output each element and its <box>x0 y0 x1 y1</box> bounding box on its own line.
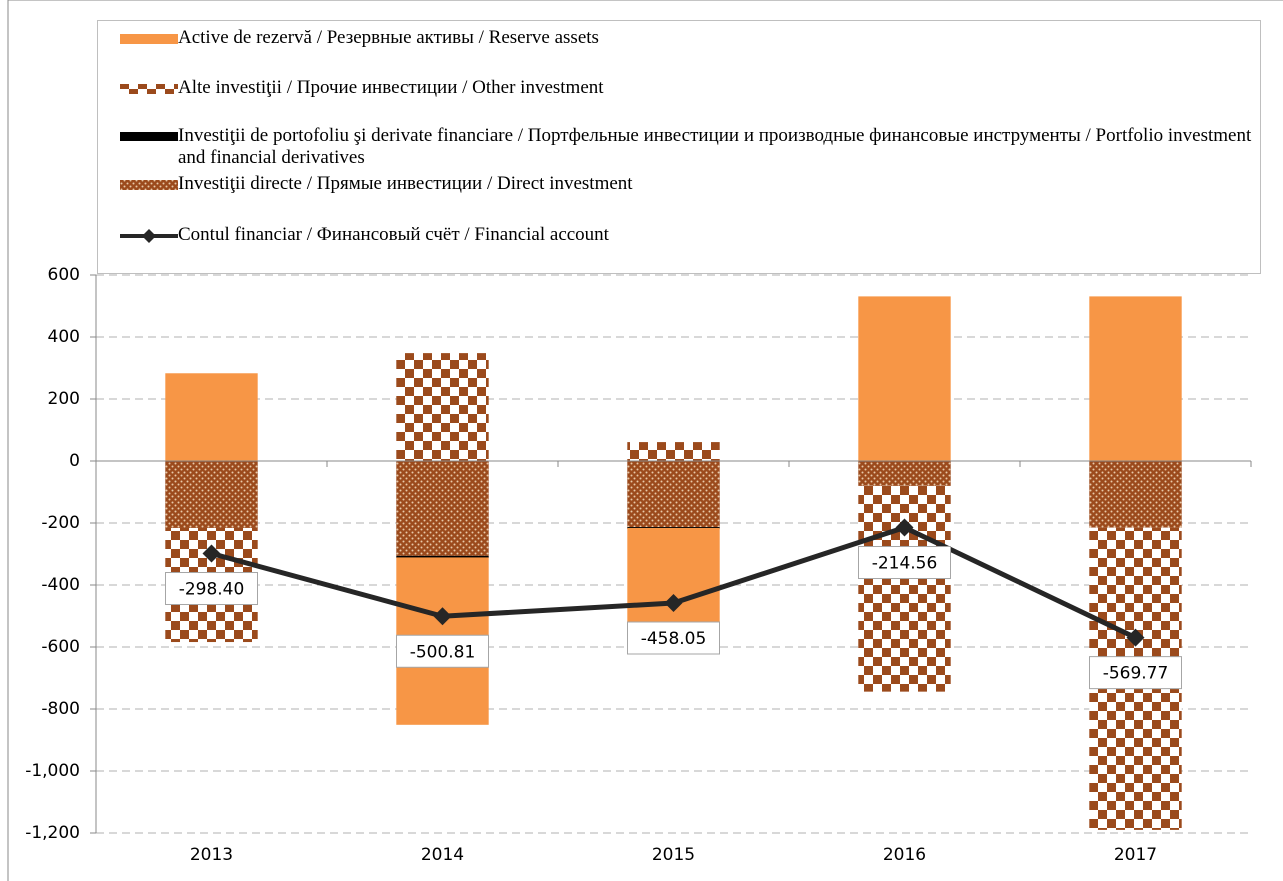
data-label-group: -500.81 <box>396 634 489 668</box>
data-label-box <box>627 621 720 655</box>
y-tick-label: 0 <box>69 451 80 471</box>
data-label: -569.77 <box>1103 664 1169 684</box>
data-label: -298.40 <box>179 580 245 600</box>
legend-label: Active de rezervă / Резервные активы / R… <box>178 27 599 48</box>
y-tick-label: -800 <box>41 699 80 719</box>
legend-swatch <box>120 229 178 243</box>
legend-entry: Investiţii de portofoliu şi derivate fin… <box>120 125 1258 169</box>
bar <box>1089 461 1182 528</box>
data-label-group: -569.77 <box>1089 656 1182 690</box>
y-tick-label: -600 <box>41 637 80 657</box>
legend-entry: Active de rezervă / Резервные активы / R… <box>120 27 1258 49</box>
y-tick-label: 400 <box>48 327 80 347</box>
x-tick-label: 2014 <box>421 845 464 865</box>
bar <box>165 461 258 528</box>
y-tick-label: 600 <box>48 265 80 285</box>
data-label-box <box>165 572 258 606</box>
legend-swatch <box>120 84 178 94</box>
y-tick-label: 200 <box>48 389 80 409</box>
y-tick-label: -400 <box>41 575 80 595</box>
bar <box>165 373 258 461</box>
x-tick-label: 2017 <box>1114 845 1157 865</box>
legend-swatch <box>120 180 178 190</box>
chart-frame <box>7 0 1283 881</box>
legend-label: Investiţii de portofoliu şi derivate fin… <box>178 125 1252 168</box>
bar <box>627 442 720 461</box>
data-label: -214.56 <box>872 554 938 574</box>
data-label-box <box>858 546 951 580</box>
marker <box>202 544 221 563</box>
data-label-box <box>396 634 489 668</box>
legend-label: Investiţii directe / Прямые инвестиции /… <box>178 173 633 194</box>
legend-entry: Contul financiar / Финансовый счёт / Fin… <box>120 224 1258 246</box>
legend-label: Alte investiţii / Прочие инвестиции / Ot… <box>178 77 604 98</box>
marker <box>895 518 914 537</box>
data-label-box <box>1089 656 1182 690</box>
legend-entry: Investiţii directe / Прямые инвестиции /… <box>120 173 1258 195</box>
bar <box>858 296 951 461</box>
data-label: -458.05 <box>641 629 707 649</box>
bar <box>1089 296 1182 461</box>
y-tick-label: -1,200 <box>25 823 80 843</box>
y-tick-label: -1,000 <box>25 761 80 781</box>
legend: Active de rezervă / Резервные активы / R… <box>97 20 1261 274</box>
legend-label: Contul financiar / Финансовый счёт / Fin… <box>178 224 609 245</box>
bar <box>627 461 720 528</box>
marker <box>433 607 452 626</box>
legend-swatch <box>120 132 178 141</box>
data-label-group: -298.40 <box>165 572 258 606</box>
bar <box>858 485 951 692</box>
bar <box>396 353 489 461</box>
legend-swatch <box>120 34 178 44</box>
x-tick-label: 2013 <box>190 845 233 865</box>
marker <box>1126 628 1145 647</box>
data-label-group: -458.05 <box>627 621 720 655</box>
legend-entry: Alte investiţii / Прочие инвестиции / Ot… <box>120 77 1258 99</box>
bar <box>396 461 489 556</box>
bar <box>396 555 489 558</box>
bar <box>858 461 951 486</box>
data-label: -500.81 <box>410 642 476 662</box>
marker <box>664 593 683 612</box>
x-tick-label: 2015 <box>652 845 695 865</box>
y-tick-label: -200 <box>41 513 80 533</box>
data-label-group: -214.56 <box>858 546 951 580</box>
x-tick-label: 2016 <box>883 845 926 865</box>
